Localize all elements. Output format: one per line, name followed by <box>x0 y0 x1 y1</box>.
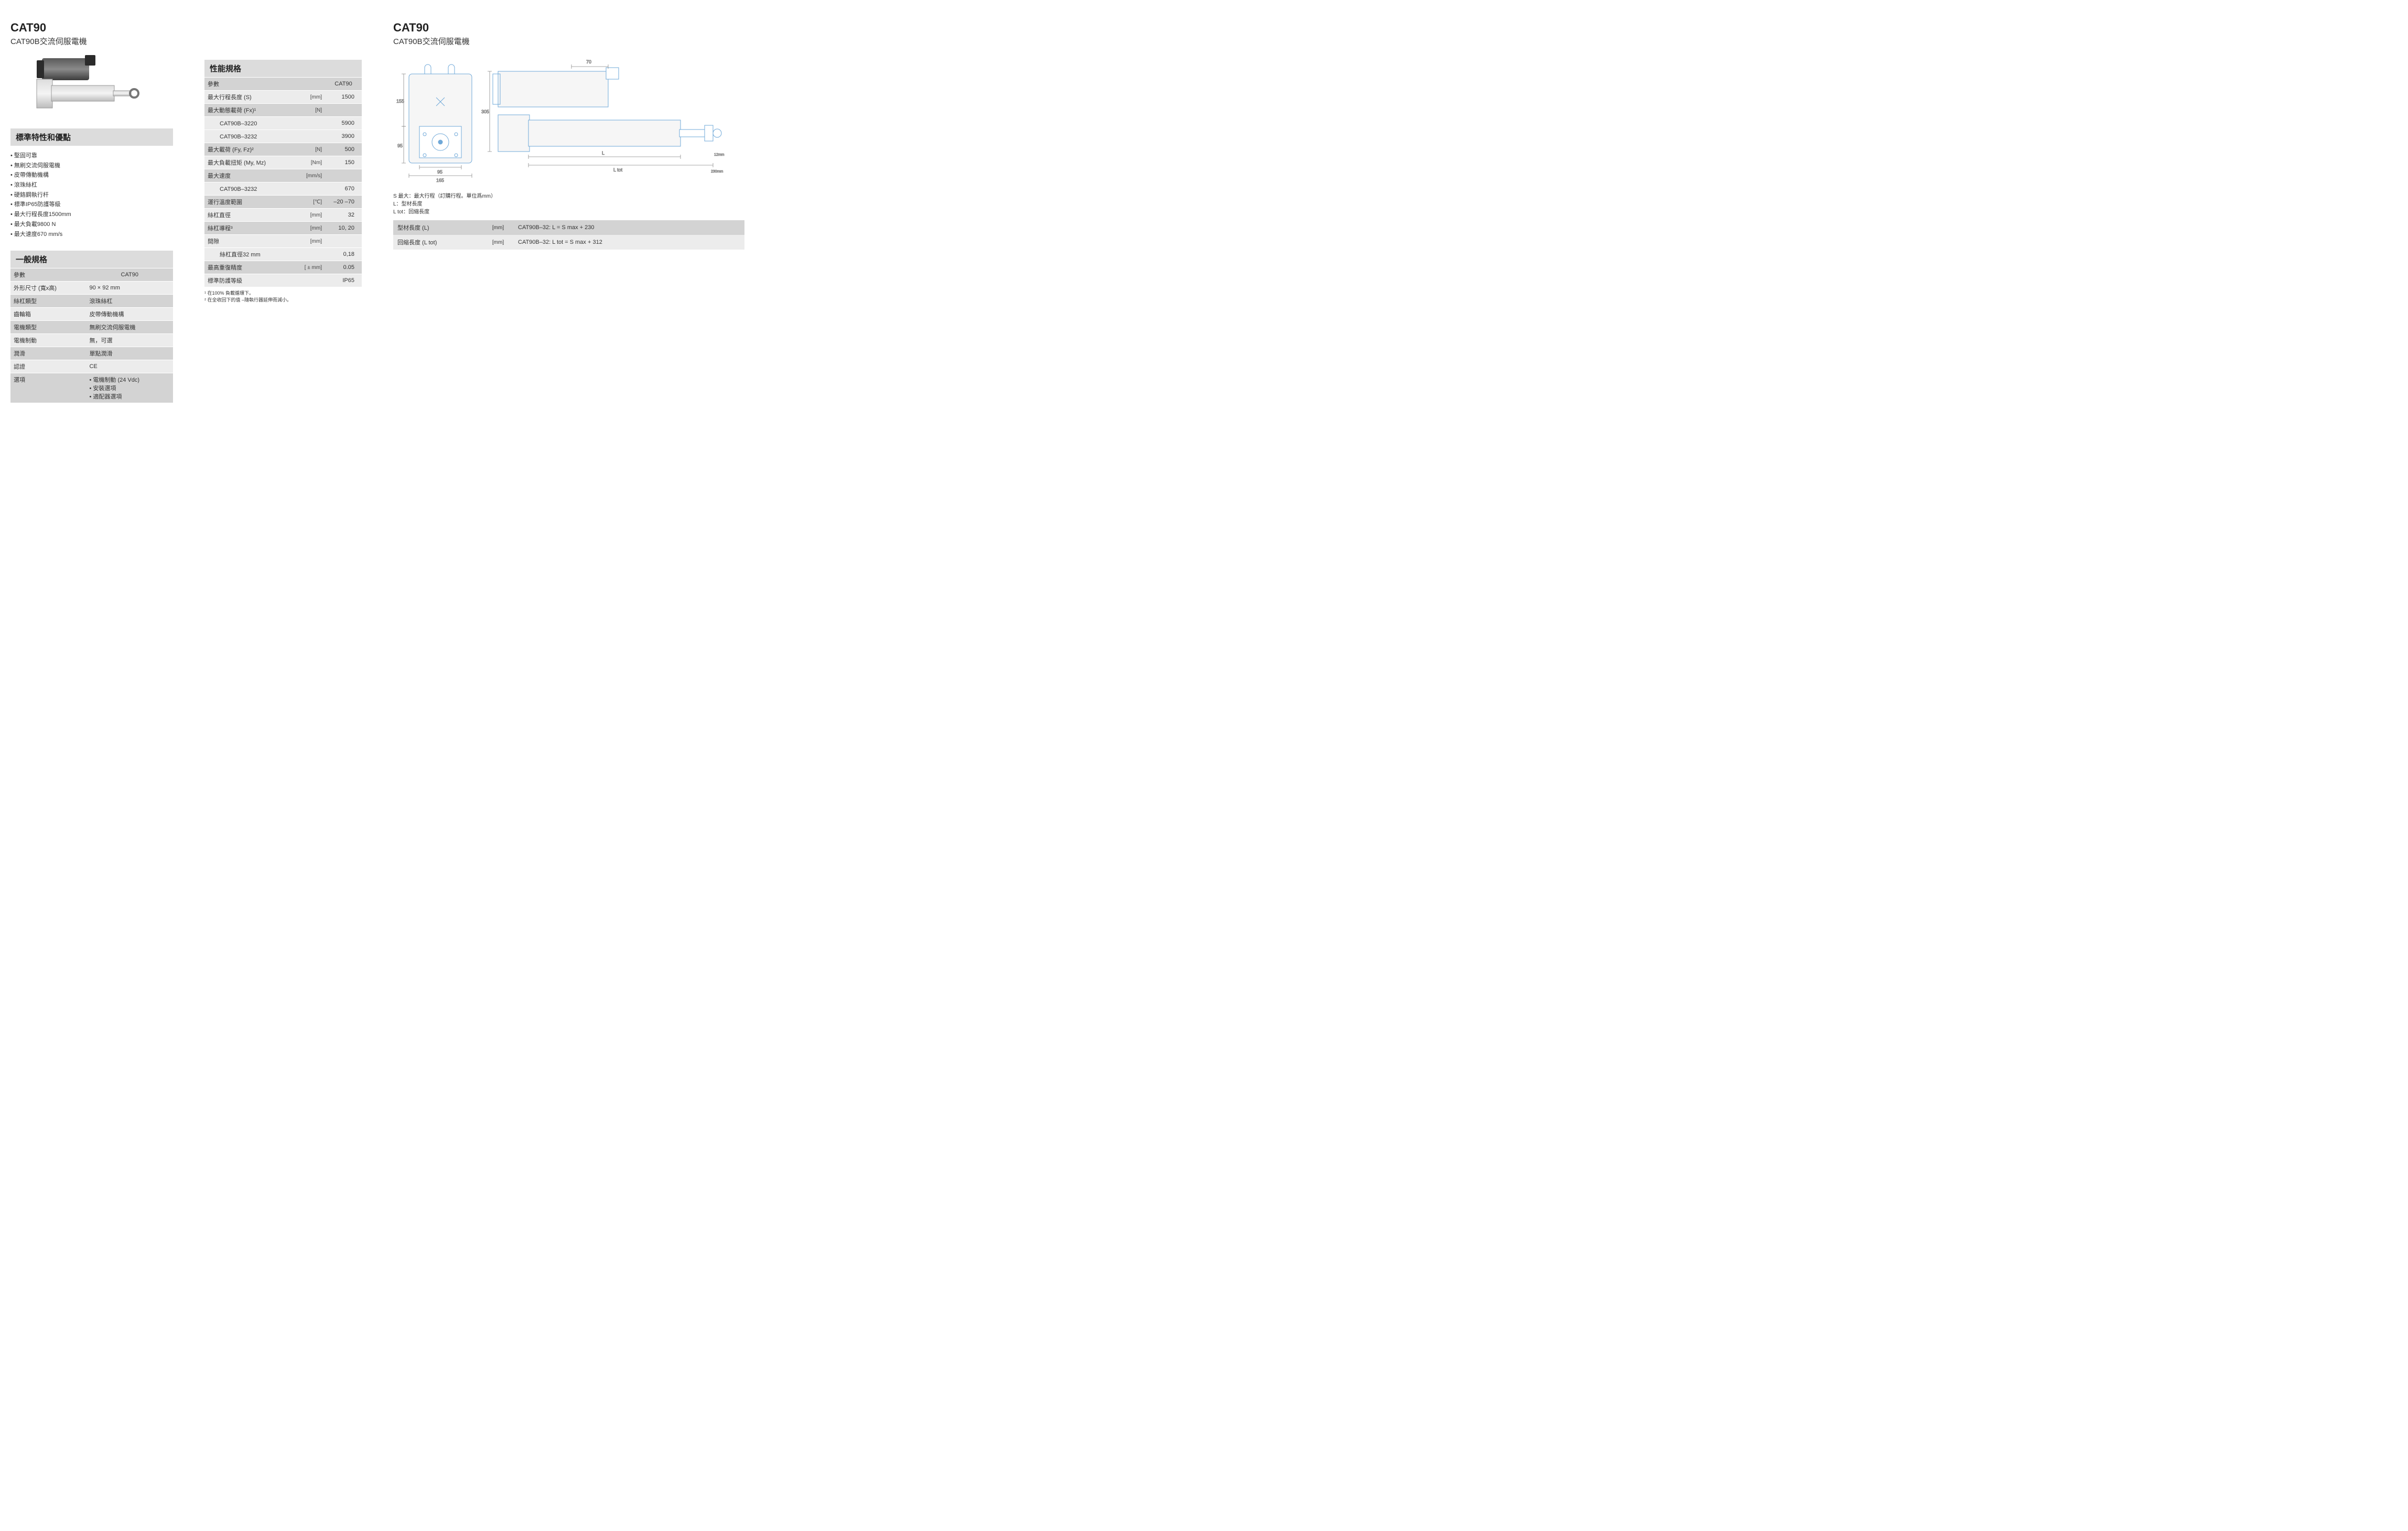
model-title-right: CAT90 <box>393 21 744 35</box>
options-label: 選項 <box>10 373 86 403</box>
table-row: 潤滑單點潤滑 <box>10 347 173 360</box>
general-header-val: CAT90 <box>86 268 173 282</box>
feature-item: 滾珠絲杠 <box>10 180 173 190</box>
table-row: 運行溫度範圍[℃]–20 –70 <box>204 196 362 209</box>
svg-text:12mm: 12mm <box>714 153 725 157</box>
table-row: 認證CE <box>10 360 173 373</box>
perf-footnotes: ¹ 在100% 負載循環下。² 在全收回下的值 –隨執行器延伸而減小。 <box>204 290 362 303</box>
dimension-legend: S 最大：最大行程（訂購行程。單位爲mm）L：型材長度L tot：回縮長度 <box>393 192 744 216</box>
table-row: 標準防護等級IP65 <box>204 274 362 287</box>
feature-item: 最大行程長度1500mm <box>10 210 173 220</box>
table-row: 最大速度[mm/s] <box>204 169 362 182</box>
product-illustration <box>10 53 142 121</box>
dimension-table: 型材長度 (L)[mm]CAT90B–32: L = S max + 230回縮… <box>393 220 744 250</box>
table-row: 型材長度 (L)[mm]CAT90B–32: L = S max + 230 <box>393 220 744 235</box>
table-row: 電機制動無，可選 <box>10 334 173 347</box>
svg-text:95: 95 <box>397 143 403 148</box>
table-row: 絲杠直徑32 mm0,18 <box>204 248 362 261</box>
table-row: 最大負載扭矩 (My, Mz)[Nm]150 <box>204 156 362 169</box>
svg-text:230mm: 230mm <box>711 170 724 174</box>
table-row: 回縮長度 (L tot)[mm]CAT90B–32: L tot = S max… <box>393 235 744 250</box>
table-row: 齒輪箱皮帶傳動機構 <box>10 308 173 321</box>
svg-text:305: 305 <box>481 109 489 114</box>
table-row: CAT90B–3232670 <box>204 182 362 196</box>
table-row: 絲杠類型滾珠絲杠 <box>10 295 173 308</box>
feature-item: 皮帶傳動機構 <box>10 170 173 180</box>
feature-item: 硬鉻鋼執行杆 <box>10 190 173 200</box>
feature-item: 標準IP65防護等級 <box>10 200 173 210</box>
performance-specs-table: 參數 CAT90 最大行程長度 (S)[mm]1500最大動態載荷 (Fx)¹[… <box>204 77 362 287</box>
table-row: 絲杠直徑[mm]32 <box>204 209 362 222</box>
page: CAT90 CAT90B交流伺服電機 標準特性和 <box>10 21 744 403</box>
table-row: 電機類型無刷交流伺服電機 <box>10 321 173 334</box>
table-row: 最大載荷 (Fy, Fz)²[N]500 <box>204 143 362 156</box>
dimension-drawing: 155 95 95 165 <box>393 53 729 189</box>
feature-item: 最大速度670 mm/s <box>10 230 173 240</box>
table-row: CAT90B–32323900 <box>204 130 362 143</box>
left-column: CAT90 CAT90B交流伺服電機 標準特性和 <box>10 21 173 403</box>
table-row: 絲杠導程³[mm]10, 20 <box>204 222 362 235</box>
feature-item: 最大負載9800 N <box>10 220 173 230</box>
table-row: CAT90B–32205900 <box>204 117 362 130</box>
svg-text:95: 95 <box>437 169 442 175</box>
options-cell: • 電機制動 (24 Vdc)• 安裝選項• 適配器選項 <box>86 373 173 403</box>
svg-text:L tot: L tot <box>613 167 623 172</box>
model-subtitle: CAT90B交流伺服電機 <box>10 36 173 47</box>
features-list: 堅固可靠無刷交流伺服電機皮帶傳動機構滾珠絲杠硬鉻鋼執行杆標準IP65防護等級最大… <box>10 151 173 239</box>
svg-text:70: 70 <box>586 59 591 64</box>
perf-title: 性能規格 <box>204 60 362 77</box>
table-row: 最大行程長度 (S)[mm]1500 <box>204 91 362 104</box>
perf-header-val: CAT90 <box>325 78 362 91</box>
table-row: 最高重復精度[ ± mm]0.05 <box>204 261 362 274</box>
svg-text:155: 155 <box>396 99 404 104</box>
model-subtitle-right: CAT90B交流伺服電機 <box>393 36 744 47</box>
table-row: 最大動態載荷 (Fx)¹[N] <box>204 104 362 117</box>
general-specs-table: 參數 CAT90 外形尺寸 (寬x高)90 × 92 mm絲杠類型滾珠絲杠齒輪箱… <box>10 268 173 403</box>
general-title: 一般規格 <box>10 251 173 268</box>
right-column: CAT90 CAT90B交流伺服電機 155 95 <box>393 21 744 403</box>
general-header-param: 參數 <box>10 268 86 282</box>
table-row: 間隙[mm] <box>204 235 362 248</box>
features-title: 標準特性和優點 <box>10 128 173 146</box>
table-row: 外形尺寸 (寬x高)90 × 92 mm <box>10 282 173 295</box>
svg-text:L: L <box>602 150 604 156</box>
feature-item: 堅固可靠 <box>10 151 173 161</box>
model-title: CAT90 <box>10 21 173 35</box>
perf-header-param: 參數 <box>204 78 296 91</box>
middle-column: 性能規格 參數 CAT90 最大行程長度 (S)[mm]1500最大動態載荷 (… <box>204 21 362 403</box>
svg-text:165: 165 <box>436 178 444 183</box>
feature-item: 無刷交流伺服電機 <box>10 161 173 171</box>
